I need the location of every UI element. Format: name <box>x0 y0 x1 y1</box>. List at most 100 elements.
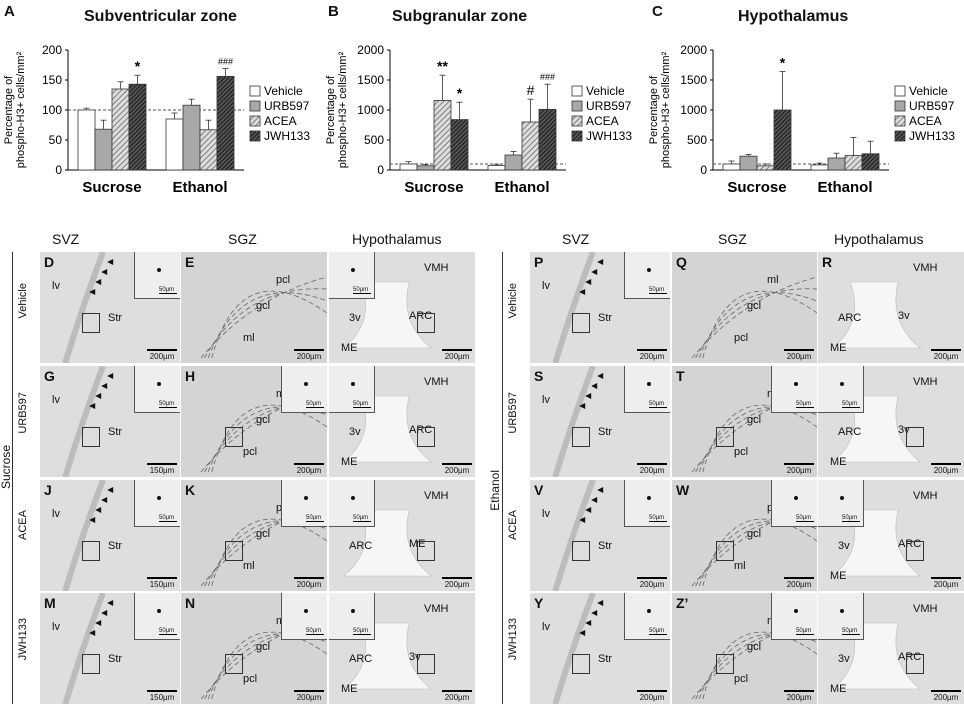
scale-bar: 200µm <box>442 690 472 702</box>
histology-panel-T: Tmlgclpcl50µm200µm <box>672 366 817 477</box>
inset-magnified-view: 50µm <box>134 366 180 413</box>
histology-panel-R: R VMH ARC 3v ME 200µm <box>818 252 964 363</box>
y-tick-label: 150 <box>42 73 62 87</box>
inset-scale-bar: 50µm <box>649 515 667 523</box>
col-header-hypothalamus-sucrose: Hypothalamus <box>352 231 442 247</box>
scale-bar: 200µm <box>637 690 667 702</box>
y-tick-label: 50 <box>49 133 63 147</box>
bar-jwh133-sucrose <box>773 109 792 171</box>
scale-bar: 150µm <box>147 463 177 475</box>
anatomical-label-3v: 3v <box>349 312 361 324</box>
scale-bar: 200µm <box>931 690 961 702</box>
inset-scale-bar: 50µm <box>306 628 324 636</box>
x-category-label: Sucrose <box>82 179 141 196</box>
legend-label-acea: ACEA <box>264 114 297 128</box>
panel-letter-b: B <box>328 3 339 20</box>
scale-bar: 200µm <box>294 577 324 589</box>
inset-scale-bar: 50µm <box>796 515 814 523</box>
inset-region-box <box>572 427 590 448</box>
anatomical-label-vmh: VMH <box>424 490 449 502</box>
bar-jwh133-sucrose <box>128 83 147 171</box>
scale-bar: 200µm <box>294 463 324 475</box>
labeled-cell <box>794 609 798 613</box>
col-header-hypothalamus-ethanol: Hypothalamus <box>834 231 924 247</box>
scale-bar: 200µm <box>637 463 667 475</box>
col-header-svz-sucrose: SVZ <box>52 231 80 247</box>
bar-vehicle-sucrose <box>77 109 96 171</box>
anatomical-label-vmh: VMH <box>424 603 449 615</box>
legend-label-urb597: URB597 <box>909 99 955 113</box>
bar-urb597-sucrose <box>94 128 113 171</box>
panel-letter-c: C <box>652 3 663 20</box>
scale-bar: 200µm <box>931 349 961 361</box>
row-label-acea-ethanol: ACEA <box>507 510 519 540</box>
anatomical-label-3v: 3v <box>838 653 850 665</box>
panel-letter: G <box>44 368 55 384</box>
scale-bar: 200µm <box>147 349 177 361</box>
bar-acea-ethanol <box>199 129 218 171</box>
anatomical-label-vmh: VMH <box>424 262 449 274</box>
inset-magnified-view: 50µm <box>134 480 180 527</box>
inset-scale-bar: 50µm <box>842 628 860 636</box>
significance-mark: * <box>135 58 141 74</box>
x-category-label: Ethanol <box>818 179 873 196</box>
col-header-svz-ethanol: SVZ <box>562 231 590 247</box>
panel-letter: P <box>534 254 544 270</box>
anatomical-label-gcl: gcl <box>256 414 271 426</box>
bar-vehicle-ethanol <box>810 164 829 171</box>
anatomical-label-ml: ml <box>734 560 746 572</box>
y-axis-label: Percentage of <box>648 75 660 144</box>
anatomical-label-lv: lv <box>52 394 60 406</box>
legend-label-urb597: URB597 <box>264 99 310 113</box>
histology-panel-U: UVMHARC3vME50µm200µm <box>818 366 964 477</box>
anatomical-label-str: Str <box>598 426 613 438</box>
inset-magnified-view: 50µm <box>624 593 670 640</box>
anatomical-label-str: Str <box>108 540 123 552</box>
anatomical-label-arc: ARC <box>349 540 373 552</box>
y-axis-label: phospho-H3+ cells/mm² <box>337 51 349 168</box>
inset-magnified-view: 50µm <box>134 252 180 299</box>
panel-letter: W <box>676 482 690 498</box>
y-tick-label: 100 <box>42 103 62 117</box>
anatomical-label-vmh: VMH <box>913 262 938 274</box>
scale-bar: 200µm <box>442 349 472 361</box>
anatomical-label-str: Str <box>108 312 123 324</box>
bar-jwh133-sucrose <box>450 119 469 171</box>
y-tick-label: 0 <box>55 163 62 177</box>
legend-swatch-vehicle <box>249 85 261 97</box>
scale-bar: 200µm <box>294 349 324 361</box>
inset-scale-bar: 50µm <box>306 401 324 409</box>
anatomical-label-3v: 3v <box>898 310 910 322</box>
inset-magnified-view: 50µm <box>281 593 327 640</box>
bar-acea-sucrose <box>756 165 775 171</box>
histology-panel-K: Kpclgclml50µm200µm <box>181 480 327 591</box>
scale-bar: 200µm <box>784 349 814 361</box>
inset-magnified-view: 50µm <box>329 593 375 640</box>
inset-region-box <box>715 427 734 448</box>
x-category-label: Sucrose <box>404 179 463 196</box>
inset-scale-bar: 50µm <box>649 401 667 409</box>
legend-label-jwh133: JWH133 <box>586 129 632 143</box>
anatomical-label-pcl: pcl <box>243 673 258 685</box>
labeled-cell <box>157 382 161 386</box>
bar-acea-ethanol <box>844 155 863 171</box>
inset-region-box <box>905 654 924 675</box>
anatomical-label-arc: ARC <box>409 310 433 322</box>
legend-label-urb597: URB597 <box>586 99 632 113</box>
anatomical-label-pcl: pcl <box>734 446 749 458</box>
inset-magnified-view: 50µm <box>771 480 817 527</box>
inset-region-box <box>82 654 100 675</box>
chart-subgranular-zone: Percentage of phospho-H3+ cells/mm² 0 500 10… <box>325 43 632 196</box>
scale-bar: 200µm <box>442 577 472 589</box>
anatomical-label-gcl: gcl <box>256 641 271 653</box>
anatomical-label-me: ME <box>830 456 847 468</box>
anatomical-label-arc: ARC <box>349 653 373 665</box>
panel-letter: K <box>185 482 196 498</box>
labeled-cell <box>647 382 651 386</box>
panel-letter: D <box>44 254 55 270</box>
